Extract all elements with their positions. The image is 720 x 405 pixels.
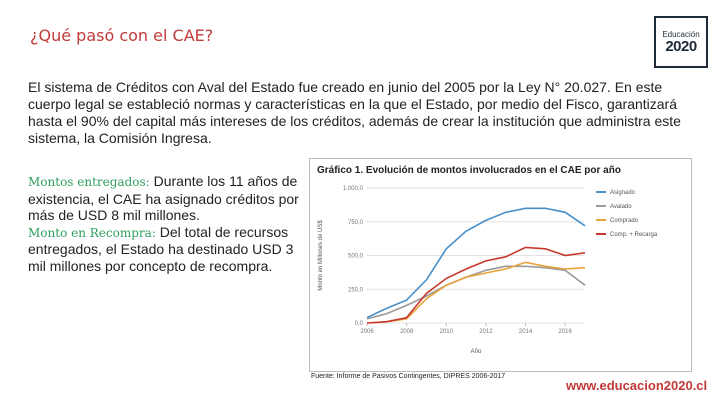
- intro-paragraph: El sistema de Créditos con Aval del Esta…: [28, 79, 681, 146]
- x-tick-label: 2006: [360, 329, 374, 335]
- source-note: Fuente: Informe de Pasivos Contingentes,…: [311, 373, 506, 380]
- recompra-label: Monto en Recompra:: [28, 225, 156, 240]
- y-tick-label: 500,0: [348, 254, 364, 260]
- x-tick-label: 2014: [519, 329, 533, 335]
- legend-entry: Comp. + Recarga: [610, 232, 658, 238]
- legend-entry: Avalado: [610, 204, 632, 210]
- series-line-4: [366, 246, 586, 324]
- summary-point-montos: Montos entregados: Durante los 11 años d…: [28, 173, 300, 224]
- series-line-1: [366, 207, 586, 319]
- legend-entry: Comprado: [610, 218, 639, 224]
- y-axis-label: Monto en Millones de US$: [318, 220, 324, 291]
- chart-container: Gráfico 1. Evolución de montos involucra…: [309, 158, 692, 372]
- y-tick-label: 0,0: [355, 321, 364, 327]
- line-chart: 0,0 250,0 500,0 750,0 1.000,0 2006 2008 2010 201…: [318, 186, 658, 355]
- educacion-2020-logo: Educación 2020: [654, 16, 708, 68]
- summary-points: Montos entregados: Durante los 11 años d…: [28, 173, 300, 274]
- series-line-2: [366, 265, 586, 320]
- y-tick-label: 1.000,0: [343, 186, 364, 192]
- series-line-3: [366, 261, 586, 324]
- website-link[interactable]: www.educacion2020.cl: [566, 378, 708, 393]
- x-tick-label: 2016: [559, 329, 573, 335]
- logo-line-2: 2020: [665, 38, 697, 55]
- recompra-text: Del total de recursos entregados, el Est…: [28, 223, 294, 274]
- montos-label: Montos entregados:: [28, 175, 150, 189]
- x-axis-label: Año: [471, 349, 482, 355]
- summary-point-recompra: Monto en Recompra: Del total de recursos…: [28, 224, 300, 275]
- y-tick-label: 750,0: [348, 220, 364, 226]
- legend-entry: Asignado: [610, 190, 636, 196]
- x-tick-label: 2008: [400, 329, 414, 335]
- x-tick-label: 2012: [479, 329, 493, 335]
- page-title: ¿Qué pasó con el CAE?: [30, 26, 214, 45]
- montos-text: Durante los 11 años de existencia, el CA…: [28, 173, 299, 223]
- logo-line-1: Educación: [662, 30, 700, 39]
- chart-title: Gráfico 1. Evolución de montos involucra…: [317, 165, 621, 176]
- x-tick-label: 2010: [440, 329, 454, 335]
- y-tick-label: 250,0: [348, 287, 364, 293]
